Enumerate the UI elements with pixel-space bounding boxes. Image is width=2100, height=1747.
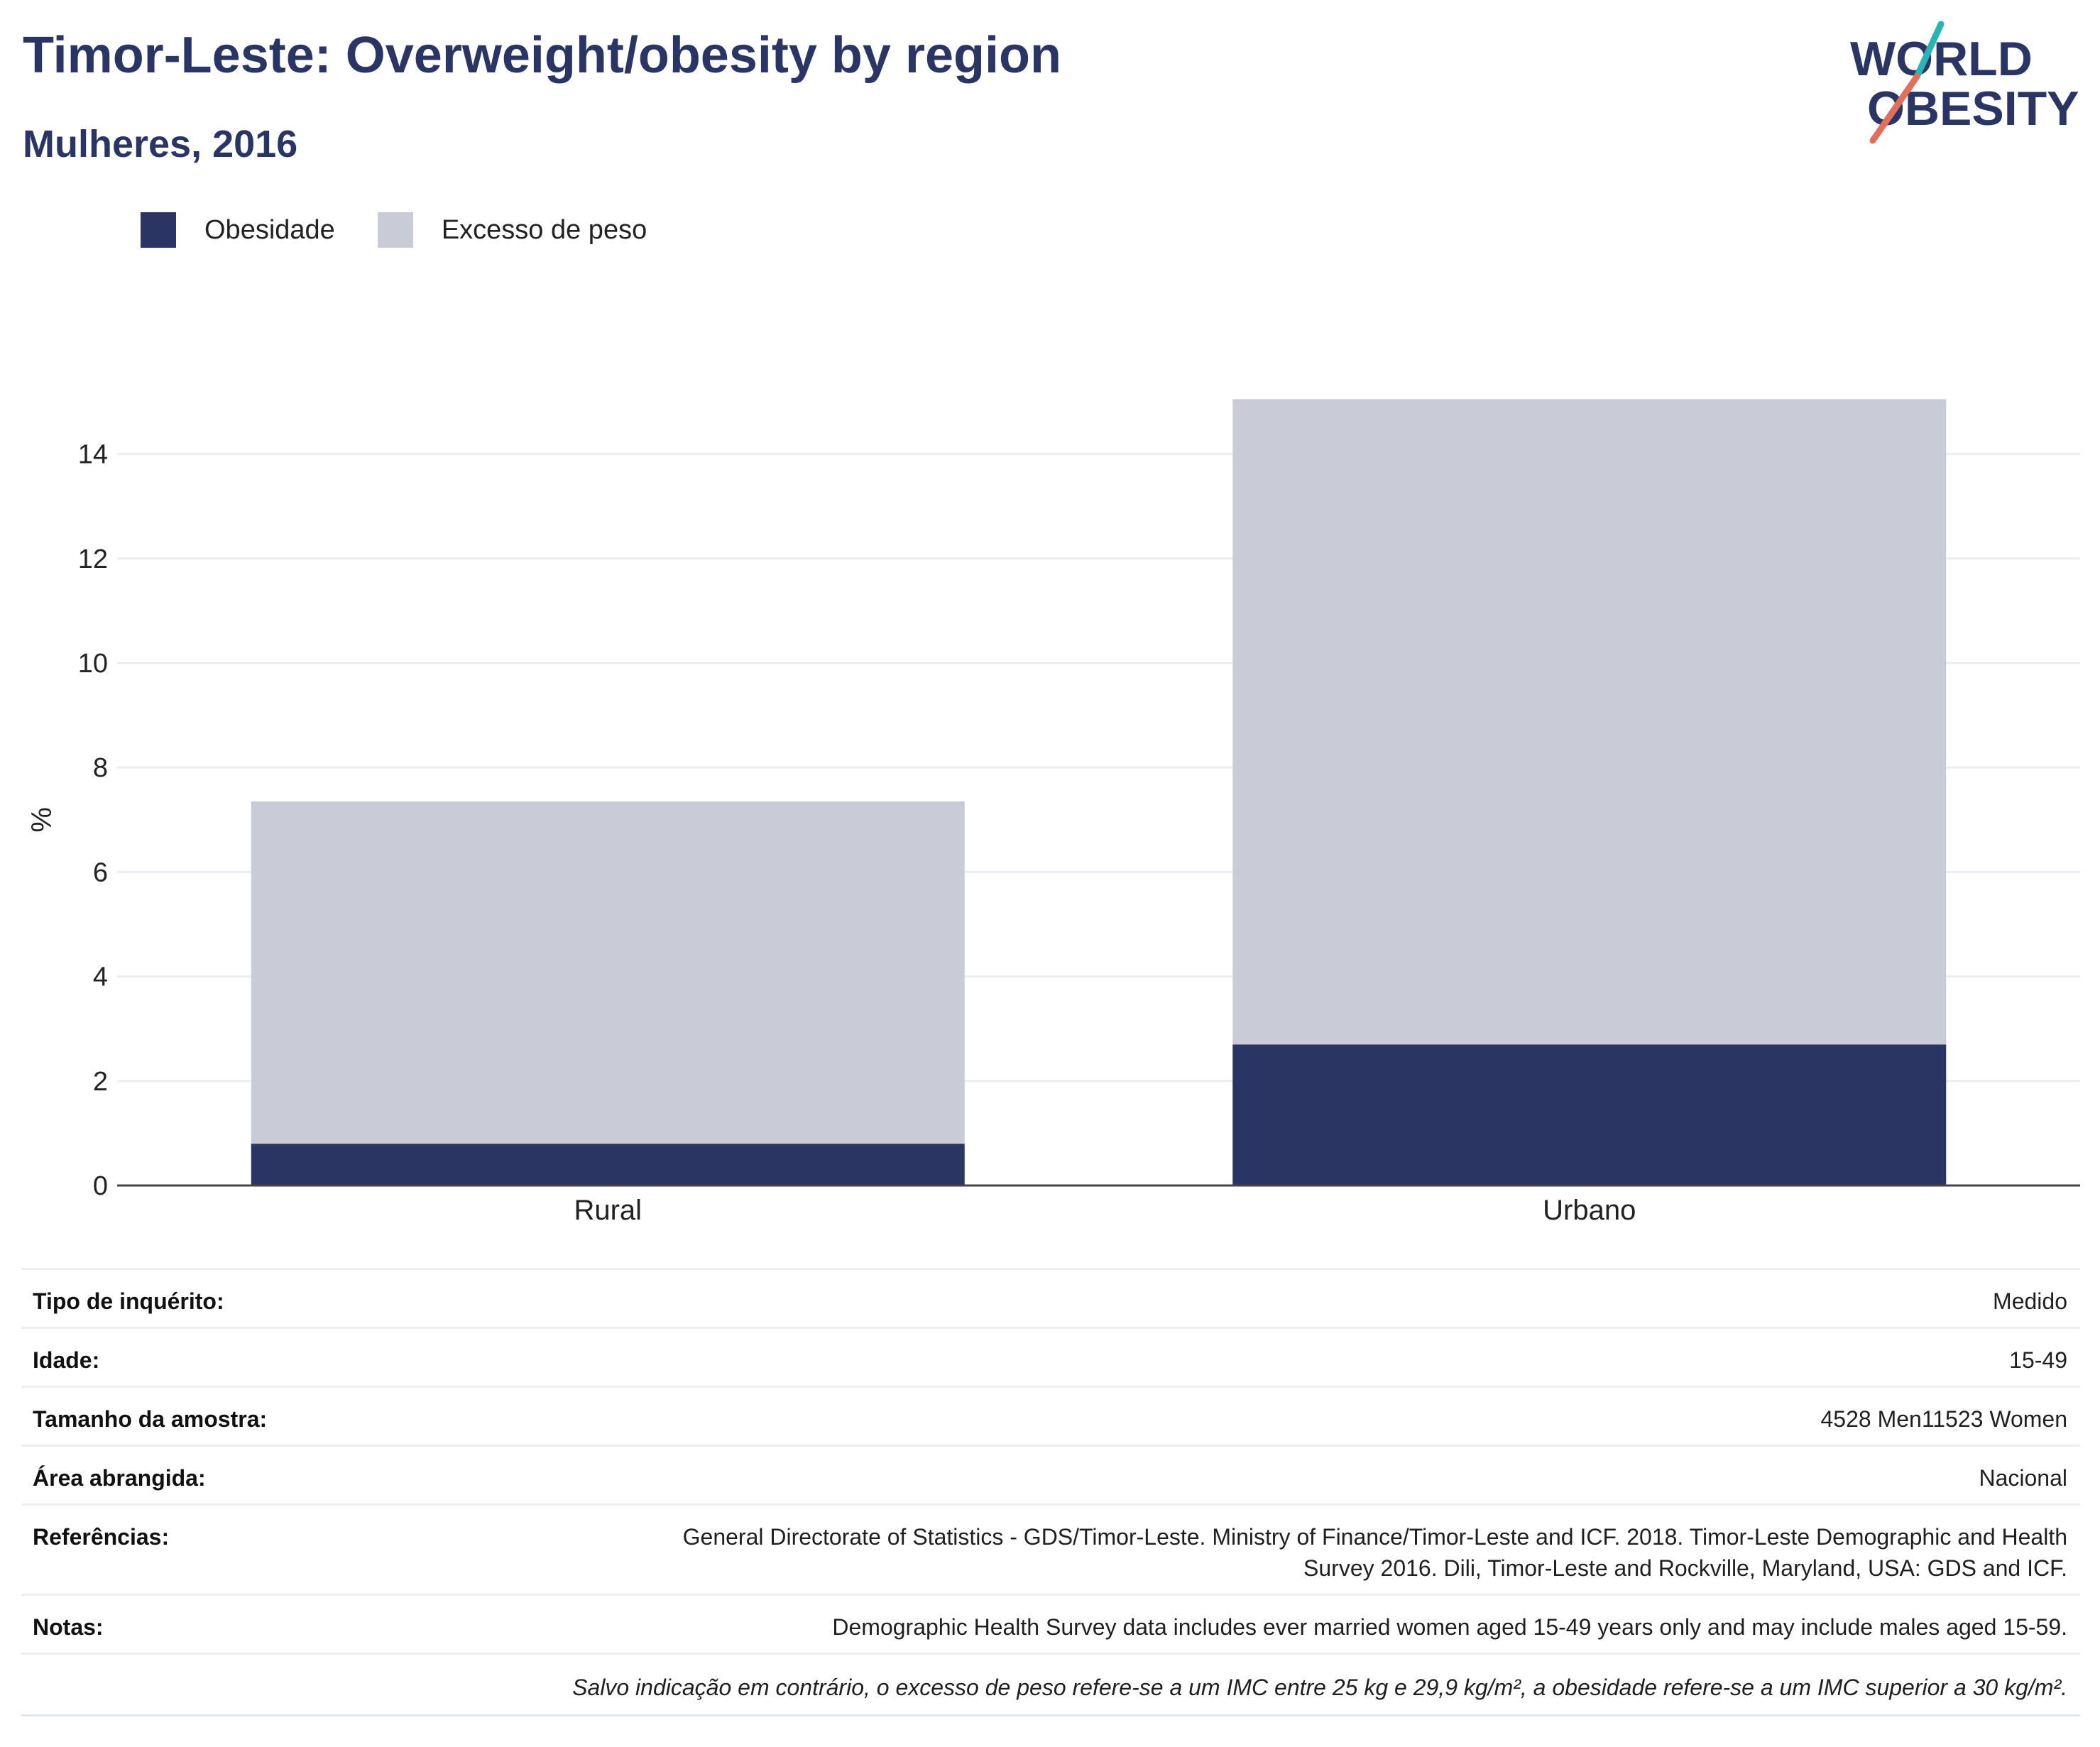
y-tick-label: 14 bbox=[78, 440, 108, 470]
info-value: 15-49 bbox=[470, 1327, 2080, 1387]
y-axis-label: % bbox=[26, 807, 58, 833]
world-obesity-logo: WORLD OBESITY bbox=[1850, 21, 2079, 144]
info-key-empty bbox=[21, 1653, 470, 1716]
info-key: Área abrangida: bbox=[21, 1445, 470, 1505]
chart-legend: Obesidade Excesso de peso bbox=[141, 210, 689, 250]
legend-item-obesidade[interactable]: Obesidade bbox=[141, 212, 335, 248]
legend-label-obesidade: Obesidade bbox=[204, 214, 335, 245]
logo-line1: WORLD bbox=[1850, 32, 2033, 86]
page-title: Timor-Leste: Overweight/obesity by regio… bbox=[23, 27, 1061, 84]
info-row-referencias: Referências: General Directorate of Stat… bbox=[21, 1504, 2080, 1595]
info-row-idade: Idade: 15-49 bbox=[21, 1327, 2080, 1387]
survey-info-table: Tipo de inquérito: Medido Idade: 15-49 T… bbox=[21, 1268, 2080, 1716]
info-value: Demographic Health Survey data includes … bbox=[470, 1594, 2080, 1654]
legend-swatch-obesidade bbox=[141, 212, 176, 248]
y-tick-label: 8 bbox=[93, 753, 108, 783]
x-tick-label: Rural bbox=[574, 1195, 642, 1226]
info-row-amostra: Tamanho da amostra: 4528 Men11523 Women bbox=[21, 1386, 2080, 1446]
info-key: Idade: bbox=[21, 1327, 470, 1387]
bar-chart: 0 2 4 6 8 10 12 14% Rural Urbano bbox=[26, 399, 2080, 1226]
y-tick-label: 12 bbox=[78, 544, 108, 574]
y-tick-label: 0 bbox=[93, 1171, 108, 1201]
bar-obesidade-rural bbox=[251, 1144, 965, 1185]
info-value: Nacional bbox=[470, 1445, 2080, 1505]
info-key: Tipo de inquérito: bbox=[21, 1268, 470, 1328]
info-value: 4528 Men11523 Women bbox=[470, 1386, 2080, 1446]
bar-obesidade-urbano bbox=[1232, 1044, 1947, 1185]
logo-line2: OBESITY bbox=[1867, 82, 2079, 136]
info-value-wrap: General Directorate of Statistics - GDS/… bbox=[470, 1504, 2080, 1595]
info-key: Notas: bbox=[21, 1594, 470, 1654]
info-row-footnote: Salvo indicação em contrário, o excesso … bbox=[21, 1653, 2080, 1716]
y-tick-label: 6 bbox=[93, 858, 108, 887]
y-tick-label: 4 bbox=[93, 963, 108, 992]
legend-item-excesso-de-peso[interactable]: Excesso de peso bbox=[377, 212, 647, 248]
info-key: Tamanho da amostra: bbox=[21, 1386, 470, 1446]
y-tick-label: 2 bbox=[93, 1067, 108, 1097]
legend-label-excesso-de-peso: Excesso de peso bbox=[441, 214, 647, 245]
bar-excesso-de-peso-rural bbox=[251, 801, 965, 1144]
footnote: Salvo indicação em contrário, o excesso … bbox=[470, 1653, 2080, 1716]
info-key: Referências: bbox=[21, 1504, 470, 1595]
info-value: Medido bbox=[470, 1268, 2080, 1328]
legend-swatch-excesso-de-peso bbox=[377, 212, 413, 248]
info-value: General Directorate of Statistics - GDS/… bbox=[682, 1524, 2067, 1581]
info-row-tipo: Tipo de inquérito: Medido bbox=[21, 1268, 2080, 1328]
info-row-notas: Notas: Demographic Health Survey data in… bbox=[21, 1594, 2080, 1654]
bar-excesso-de-peso-urbano bbox=[1232, 399, 1947, 1045]
x-tick-label: Urbano bbox=[1543, 1195, 1636, 1226]
info-row-area: Área abrangida: Nacional bbox=[21, 1445, 2080, 1505]
y-tick-label: 10 bbox=[78, 649, 108, 679]
page-subtitle: Mulheres, 2016 bbox=[23, 123, 298, 165]
